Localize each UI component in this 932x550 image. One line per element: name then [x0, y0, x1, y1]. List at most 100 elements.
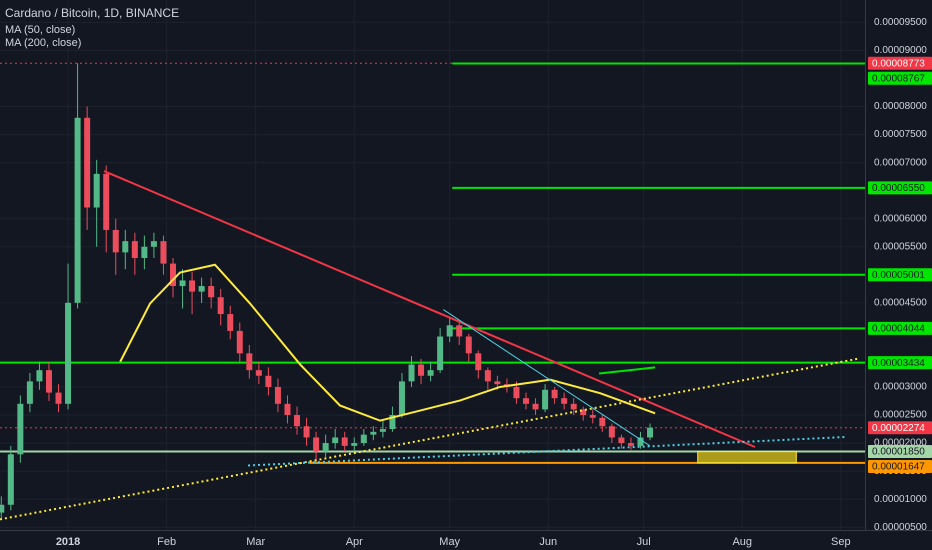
candle-body — [84, 117, 91, 208]
candle-body — [561, 398, 568, 404]
y-tick-label: 0.00005500 — [874, 241, 927, 252]
candle-body — [17, 403, 24, 455]
y-tick-label: 0.00006000 — [874, 213, 927, 224]
candle-body — [618, 437, 625, 444]
candle-body — [418, 364, 425, 376]
chart-title: Cardano / Bitcoin, 1D, BINANCE — [5, 6, 179, 20]
candle-body — [465, 336, 472, 354]
x-tick-label: Aug — [732, 536, 752, 548]
candle-body — [189, 280, 196, 292]
candle-body — [179, 280, 186, 287]
candle-body — [427, 370, 434, 376]
candle-body — [217, 297, 224, 315]
x-tick-label: Jul — [637, 536, 651, 548]
candle-body — [274, 386, 281, 404]
price-badge — [868, 459, 932, 473]
candle-body — [112, 229, 119, 253]
y-tick-label: 0.00000500 — [874, 522, 927, 533]
moving-average — [119, 263, 656, 422]
candle-body — [475, 353, 482, 371]
candle-body — [542, 389, 549, 410]
candle-body — [551, 389, 558, 399]
candle-body — [627, 443, 634, 446]
candle-body — [389, 415, 396, 430]
candle-body — [522, 398, 529, 404]
candle-body — [170, 263, 176, 287]
candle-body — [236, 330, 243, 354]
x-tick-label: May — [439, 536, 460, 548]
candle-body — [0, 504, 5, 513]
indicator-label: MA (50, close) — [5, 24, 75, 36]
candle-body — [360, 434, 367, 444]
candle-body — [122, 241, 129, 253]
price-badge — [868, 356, 932, 370]
trend-line — [599, 366, 656, 375]
axes: 2018 Feb Mar Apr May Jun Jul Aug Sep 0.00000500 0.… — [56, 17, 932, 548]
y-tick-label: 0.00002000 — [874, 438, 927, 449]
candle-body — [141, 246, 148, 258]
x-tick-label: Apr — [346, 536, 363, 548]
y-tick-label: 0.00007500 — [874, 129, 927, 140]
price-badge-label: 0.00004044 — [872, 324, 925, 335]
y-tick-label: 0.00001000 — [874, 494, 927, 505]
candle-body — [341, 437, 348, 446]
candle-body — [398, 381, 405, 416]
candle-body — [65, 302, 72, 404]
y-tick-label: 0.00007000 — [874, 157, 927, 168]
candle-body — [494, 381, 501, 385]
price-badge — [868, 321, 932, 335]
price-badge-label: 0.00006550 — [872, 183, 925, 194]
price-badge — [868, 56, 932, 70]
candle-body — [284, 403, 291, 416]
candle-body — [246, 353, 253, 371]
price-badge — [868, 181, 932, 195]
price-badge-label: 0.00002274 — [872, 423, 925, 434]
candle-body — [513, 386, 520, 399]
trend-line — [0, 357, 861, 521]
candle-body — [74, 117, 81, 303]
x-tick-label: Sep — [831, 536, 851, 548]
x-tick-label: Mar — [246, 536, 265, 548]
candle-body — [379, 429, 386, 432]
candle-body — [93, 173, 100, 208]
candle-body — [589, 415, 596, 418]
candle-body — [599, 417, 606, 427]
candle-body — [160, 241, 167, 264]
trend-line — [103, 170, 756, 448]
price-badge-label: 0.00001850 — [872, 447, 925, 458]
price-badge-label: 0.00001647 — [872, 462, 925, 473]
candle-body — [332, 437, 339, 444]
candle-body — [255, 370, 262, 376]
candle-body — [484, 370, 491, 382]
candle-body — [208, 286, 215, 298]
candle-body — [7, 454, 14, 505]
y-tick-label: 0.00004500 — [874, 297, 927, 308]
candle-body — [608, 426, 615, 438]
y-tick-label: 0.00009000 — [874, 45, 927, 56]
target-box — [697, 450, 797, 464]
price-badge — [868, 268, 932, 282]
x-tick-label: Jun — [539, 536, 557, 548]
candle-body — [198, 286, 205, 292]
x-tick-label: 2018 — [56, 536, 80, 548]
candle-body — [456, 325, 463, 337]
trend-line — [443, 309, 651, 447]
candle-body — [408, 364, 415, 382]
price-badge-label: 0.00008773 — [872, 58, 925, 69]
y-tick-label: 0.00002500 — [874, 410, 927, 421]
candle-body — [647, 427, 654, 438]
candle-body — [637, 437, 644, 446]
candle-body — [303, 426, 310, 438]
candle-body — [322, 443, 329, 452]
candle-body — [150, 241, 157, 247]
price-badge — [868, 421, 932, 435]
candle-body — [26, 381, 33, 404]
candle-body — [351, 443, 358, 446]
price-badge — [868, 444, 932, 458]
candle-body — [580, 409, 587, 416]
indicator-label: MA (200, close) — [5, 37, 81, 49]
candle-body — [131, 241, 138, 258]
candle-body — [55, 392, 62, 404]
